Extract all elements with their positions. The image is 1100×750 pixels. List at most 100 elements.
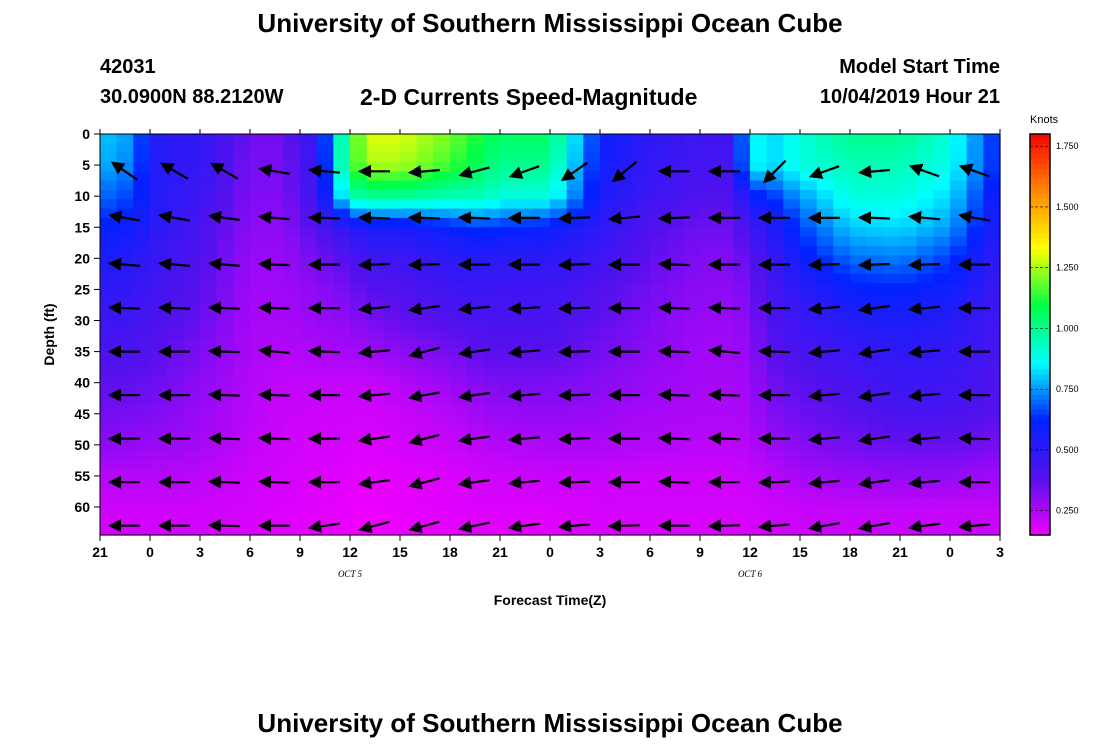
colorbar-segment bbox=[1030, 314, 1050, 321]
heatmap-cell bbox=[366, 423, 384, 434]
heatmap-cell bbox=[250, 376, 268, 387]
heatmap-cell bbox=[933, 161, 951, 172]
heatmap-cell bbox=[416, 199, 434, 210]
heatmap-cell bbox=[383, 273, 401, 284]
heatmap-cell bbox=[450, 311, 468, 322]
heatmap-cell bbox=[500, 460, 518, 471]
heatmap-cell bbox=[966, 227, 984, 238]
current-vector bbox=[557, 432, 591, 446]
heatmap-cell bbox=[516, 479, 534, 489]
heatmap-cell bbox=[133, 357, 151, 368]
heatmap-cell bbox=[483, 171, 501, 182]
heatmap-cell bbox=[966, 385, 984, 396]
heatmap-cell bbox=[300, 376, 318, 387]
heatmap-cell bbox=[566, 329, 584, 340]
current-vector bbox=[160, 162, 189, 180]
heatmap-cell bbox=[966, 376, 984, 387]
heatmap-cell bbox=[950, 180, 968, 191]
heatmap-cell bbox=[566, 413, 584, 424]
heatmap-cell bbox=[833, 460, 851, 471]
current-vector bbox=[207, 475, 241, 489]
heatmap-cell bbox=[833, 161, 851, 172]
heatmap-cell bbox=[266, 385, 284, 396]
heatmap-cell bbox=[900, 339, 918, 350]
heatmap-cell bbox=[616, 227, 634, 238]
heatmap-cell bbox=[316, 199, 334, 210]
heatmap-cell bbox=[683, 189, 701, 200]
current-vector bbox=[507, 345, 540, 359]
heatmap-cell bbox=[633, 161, 651, 172]
heatmap-cell bbox=[700, 376, 718, 387]
heatmap-cell bbox=[933, 339, 951, 350]
heatmap-cell bbox=[666, 320, 684, 331]
heatmap-cell bbox=[633, 497, 651, 508]
heatmap-cell bbox=[483, 423, 501, 434]
heatmap-cell bbox=[766, 488, 784, 499]
current-vector bbox=[757, 475, 791, 489]
heatmap-cell bbox=[633, 217, 651, 228]
heatmap-cell bbox=[933, 357, 951, 368]
heatmap-cell bbox=[733, 283, 751, 294]
heatmap-cell bbox=[733, 488, 751, 499]
heatmap-cell bbox=[900, 227, 918, 238]
current-vector bbox=[207, 210, 241, 224]
heatmap-cell bbox=[500, 413, 518, 424]
heatmap-cell bbox=[850, 507, 868, 517]
x-tick-label: 9 bbox=[296, 544, 304, 560]
heatmap-cell bbox=[433, 432, 451, 443]
heatmap-cell bbox=[333, 143, 351, 154]
heatmap-cell bbox=[850, 367, 868, 378]
heatmap-cell bbox=[233, 245, 251, 256]
x-tick-label: 21 bbox=[92, 544, 108, 560]
heatmap-cell bbox=[833, 469, 851, 480]
heatmap-cell bbox=[833, 189, 851, 200]
heatmap-cell bbox=[533, 255, 551, 266]
heatmap-cell bbox=[550, 395, 568, 406]
heatmap-cell bbox=[350, 273, 368, 284]
heatmap-cell bbox=[700, 413, 718, 424]
heatmap-cell bbox=[750, 507, 768, 517]
heatmap-cell bbox=[933, 134, 951, 144]
heatmap-cell bbox=[183, 320, 201, 331]
heatmap-cell bbox=[650, 236, 668, 247]
heatmap-cell bbox=[800, 469, 818, 480]
heatmap-cell bbox=[933, 479, 951, 489]
heatmap-cell bbox=[666, 423, 684, 434]
heatmap-cell bbox=[283, 367, 301, 378]
heatmap-cell bbox=[266, 469, 284, 480]
heatmap-cell bbox=[566, 264, 584, 275]
heatmap-cell bbox=[266, 357, 284, 368]
heatmap-cell bbox=[116, 217, 134, 228]
heatmap-cell bbox=[166, 161, 184, 172]
current-vector bbox=[657, 475, 691, 489]
heatmap-cell bbox=[300, 143, 318, 154]
heatmap-cell bbox=[600, 376, 618, 387]
heatmap-cell bbox=[766, 404, 784, 415]
heatmap-cell bbox=[616, 273, 634, 284]
heatmap-cell bbox=[216, 217, 234, 228]
heatmap-cell bbox=[766, 161, 784, 172]
heatmap-cell bbox=[233, 264, 251, 275]
heatmap-cell bbox=[716, 460, 734, 471]
heatmap-cell bbox=[683, 236, 701, 247]
heatmap-cell bbox=[450, 264, 468, 275]
heatmap-cell bbox=[350, 413, 368, 424]
heatmap-cell bbox=[866, 264, 884, 275]
heatmap-cell bbox=[733, 357, 751, 368]
heatmap-cell bbox=[716, 395, 734, 406]
heatmap-cell bbox=[366, 283, 384, 294]
heatmap-cell bbox=[300, 329, 318, 340]
heatmap-cell bbox=[166, 180, 184, 191]
heatmap-cell bbox=[166, 189, 184, 200]
heatmap-cell bbox=[233, 292, 251, 303]
heatmap-cell bbox=[166, 432, 184, 443]
heatmap-cell bbox=[483, 199, 501, 210]
heatmap-cell bbox=[650, 273, 668, 284]
current-vector bbox=[257, 431, 291, 446]
heatmap-cell bbox=[600, 339, 618, 350]
heatmap-cell bbox=[533, 451, 551, 461]
current-vector bbox=[357, 258, 391, 272]
heatmap-cell bbox=[966, 525, 984, 536]
heatmap-cell bbox=[150, 525, 168, 536]
